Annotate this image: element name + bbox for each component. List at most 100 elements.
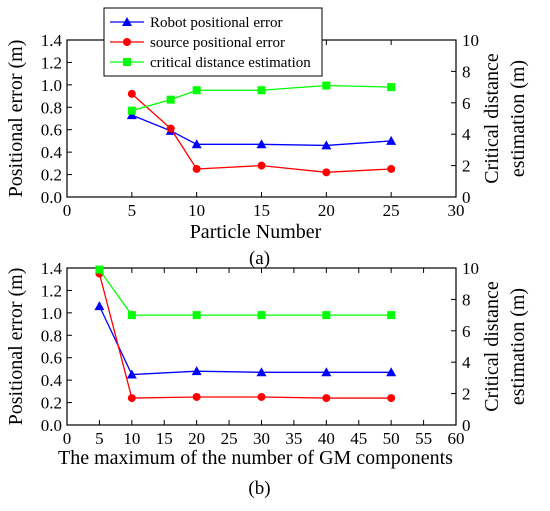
x-tick-label: 55 xyxy=(415,429,432,448)
data-point xyxy=(127,311,136,320)
series-line xyxy=(131,114,392,147)
y2-tick-label: 4 xyxy=(462,125,471,144)
data-point xyxy=(322,81,331,90)
y2-tick-label: 6 xyxy=(462,322,471,341)
x-tick-label: 20 xyxy=(318,201,335,220)
x-tick-label: 25 xyxy=(221,429,238,448)
y2-tick-label: 8 xyxy=(462,290,471,309)
y-axis-label: Positional error (m) xyxy=(5,268,27,426)
y-tick-label: 0.2 xyxy=(41,394,62,413)
data-point xyxy=(387,394,396,403)
x-axis-label: The maximum of the number of GM componen… xyxy=(58,447,453,469)
y2-tick-label: 10 xyxy=(462,31,479,50)
y-tick-label: 0.0 xyxy=(41,416,62,435)
x-tick-label: 0 xyxy=(63,201,72,220)
data-point xyxy=(127,106,136,115)
data-point xyxy=(322,168,331,177)
data-point xyxy=(257,161,266,170)
x-tick-label: 45 xyxy=(350,429,367,448)
x-tick-label: 15 xyxy=(156,429,173,448)
plot-frame xyxy=(66,267,457,426)
x-tick-label: 60 xyxy=(448,429,465,448)
y2-axis-label: Critical distance estimation (m) xyxy=(481,53,529,184)
y-tick-label: 1.0 xyxy=(41,76,62,95)
x-tick-label: 0 xyxy=(63,429,72,448)
y-tick-label: 1.0 xyxy=(41,304,62,323)
x-tick-label: 50 xyxy=(383,429,400,448)
x-tick-label: 20 xyxy=(188,429,205,448)
data-point xyxy=(166,95,175,104)
y2-tick-label: 6 xyxy=(462,94,471,113)
y-tick-label: 0.2 xyxy=(41,166,62,185)
x-axis-label: Particle Number xyxy=(190,221,322,243)
data-point xyxy=(387,311,396,320)
y-axis-label: Positional error (m) xyxy=(5,40,27,198)
y2-axis-label-line: estimation (m) xyxy=(507,288,529,405)
data-point xyxy=(192,164,201,173)
x-tick-label: 15 xyxy=(253,201,270,220)
series-line xyxy=(131,93,392,173)
x-tick-label: 30 xyxy=(448,201,465,220)
series-line xyxy=(98,305,392,376)
y2-tick-label: 4 xyxy=(462,353,471,372)
legend-marker xyxy=(123,38,131,46)
x-tick-label: 30 xyxy=(253,429,270,448)
y2-axis-label: Critical distance estimation (m) xyxy=(481,281,529,412)
data-point xyxy=(192,311,201,320)
data-point xyxy=(257,392,266,401)
y-tick-label: 0.0 xyxy=(41,188,62,207)
y-tick-label: 0.8 xyxy=(41,98,62,117)
y-tick-label: 1.4 xyxy=(41,259,63,278)
y-tick-label: 0.4 xyxy=(41,143,63,162)
data-point xyxy=(94,301,105,311)
x-tick-label: 10 xyxy=(123,429,140,448)
data-point xyxy=(256,367,267,377)
y-tick-label: 1.2 xyxy=(41,281,62,300)
y-tick-label: 0.6 xyxy=(41,349,62,368)
x-tick-label: 5 xyxy=(128,201,137,220)
legend-label: critical distance estimation xyxy=(150,55,311,71)
x-tick-label: 35 xyxy=(285,429,302,448)
y-tick-label: 1.2 xyxy=(41,53,62,72)
data-point xyxy=(322,311,331,320)
y2-axis-label-line: Critical distance xyxy=(481,281,503,412)
data-point xyxy=(191,139,202,149)
data-point xyxy=(191,366,202,376)
x-tick-label: 10 xyxy=(188,201,205,220)
data-point xyxy=(192,392,201,401)
data-point xyxy=(127,394,136,403)
y2-tick-label: 0 xyxy=(462,188,471,207)
data-point xyxy=(257,311,266,320)
y2-tick-label: 2 xyxy=(462,385,471,404)
data-point xyxy=(386,135,397,145)
data-point xyxy=(126,369,137,379)
series-line xyxy=(131,84,392,112)
legend-marker xyxy=(123,58,131,66)
data-point xyxy=(387,164,396,173)
data-point xyxy=(257,86,266,95)
data-point xyxy=(322,394,331,403)
x-tick-label: 5 xyxy=(95,429,104,448)
x-tick-label: 25 xyxy=(383,201,400,220)
data-point xyxy=(192,86,201,95)
y-tick-label: 0.8 xyxy=(41,326,62,345)
panel-caption: (b) xyxy=(248,478,270,499)
panel-b: 0 5 10 15 20 25 30 35 40 45 50 55 600.00.20.40.60.81… xyxy=(5,259,529,499)
y2-tick-label: 0 xyxy=(462,416,471,435)
legend-marker xyxy=(122,17,132,26)
y2-tick-label: 8 xyxy=(462,62,471,81)
legend-label: source positional error xyxy=(150,35,285,51)
data-point xyxy=(321,140,332,150)
y-tick-label: 0.4 xyxy=(41,371,63,390)
data-point xyxy=(387,83,396,92)
data-point xyxy=(386,367,397,377)
series-line xyxy=(98,269,392,316)
data-point xyxy=(166,124,175,133)
data-point xyxy=(95,265,104,274)
y2-axis-label-line: Critical distance xyxy=(481,53,503,184)
data-point xyxy=(321,367,332,377)
x-tick-label: 40 xyxy=(318,429,335,448)
y2-tick-label: 10 xyxy=(462,259,479,278)
data-point xyxy=(256,139,267,149)
